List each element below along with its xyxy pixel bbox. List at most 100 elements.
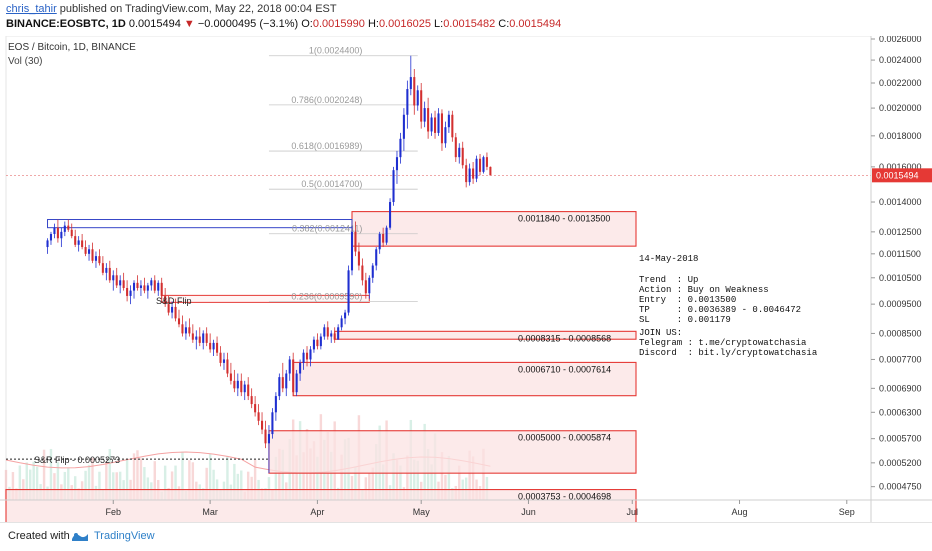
current-price-tag — [872, 168, 932, 183]
created-with-text: Created with — [8, 530, 70, 542]
volume-bar — [413, 459, 416, 500]
volume-bar — [4, 469, 8, 500]
y-tick-label: 0.0009500 — [879, 299, 922, 309]
volume-bar — [108, 449, 112, 500]
zones-layer: 0.0011840 - 0.0013500 0.0008315 - 0.00085… — [5, 211, 637, 522]
note-line: Telegram : t.me/cryptowatchasia — [639, 338, 807, 348]
volume-bar — [278, 448, 281, 500]
volume-bar — [302, 452, 305, 500]
note-line: Action : Buy on Weakness — [639, 285, 769, 295]
x-tick-label: Jun — [521, 507, 536, 517]
volume-bar — [188, 460, 191, 500]
candle-body — [416, 90, 419, 106]
change-value: −0.0000495 (−3.1%) — [197, 18, 299, 30]
volume-label: Vol (30) — [8, 56, 42, 67]
volume-bar — [11, 472, 15, 500]
y-tick-label: 0.0007700 — [879, 354, 922, 364]
y-tick-label: 0.0014000 — [879, 197, 922, 207]
volume-bar — [143, 467, 146, 500]
x-tick-label: Apr — [310, 507, 324, 517]
candle-body — [333, 333, 336, 340]
volume-bar — [416, 460, 419, 500]
volume-bar — [468, 450, 471, 500]
candle-body — [70, 229, 73, 237]
y-tick-label: 0.0006300 — [879, 407, 922, 417]
volume-bar — [430, 464, 433, 500]
volume-bar — [267, 477, 271, 500]
candle-body — [261, 420, 264, 430]
fib-layer: 1(0.0024400) 0.786(0.0020248) 0.618(0.0016… — [268, 46, 418, 303]
volume-bar — [381, 464, 385, 500]
volume-bar — [87, 464, 91, 500]
volume-bar — [482, 448, 485, 500]
tradingview-link[interactable]: TradingView — [94, 530, 155, 542]
high-label: H: — [367, 18, 379, 30]
author-link[interactable]: chris_tahir — [6, 3, 57, 15]
candle-body — [46, 240, 49, 248]
note-line: Entry : 0.0013500 — [639, 295, 736, 305]
candle-body — [485, 157, 488, 167]
candle-body — [434, 117, 437, 133]
candle-body — [288, 359, 291, 374]
candle-body — [153, 280, 156, 291]
volume-bar — [309, 448, 312, 500]
y-tick-label: 0.0018000 — [879, 131, 922, 141]
resistance-box — [47, 219, 353, 229]
volume-bar — [364, 477, 368, 500]
candle-body — [402, 114, 405, 139]
publish-line: chris_tahir published on TradingView.com… — [6, 3, 337, 15]
volume-bar — [136, 450, 139, 500]
candle-body — [74, 236, 77, 245]
volume-bar — [471, 456, 475, 500]
open-value: 0.0015990 — [312, 18, 365, 30]
volume-bar — [49, 448, 53, 500]
fib-level-label: 0.382(0.0012411) — [292, 224, 362, 234]
y-tick-label: 0.0012500 — [879, 227, 922, 237]
y-tick-label: 0.0024000 — [879, 55, 922, 65]
volume-bar — [163, 465, 167, 500]
candle-body — [302, 352, 305, 363]
volume-bar — [406, 455, 409, 500]
sd-flip-box — [161, 294, 370, 303]
candle-body — [198, 336, 201, 343]
candle-body — [437, 113, 440, 133]
volume-bar — [253, 459, 257, 500]
volume-bar — [25, 462, 28, 500]
candle-body — [357, 251, 360, 266]
candle-body — [326, 327, 329, 337]
candle-body — [98, 256, 101, 264]
candle-body — [112, 275, 115, 281]
volume-bar — [112, 472, 115, 500]
candle-body — [420, 90, 423, 122]
candle-body — [458, 147, 461, 158]
time-axis[interactable]: Feb Mar Apr May Jun Jul Aug Sep — [0, 499, 932, 517]
candle-body — [399, 138, 402, 158]
candle-body — [139, 285, 142, 289]
zone-label: 0.0006710 - 0.0007614 — [518, 364, 611, 374]
fib-level-label: 1(0.0024400) — [309, 46, 363, 56]
candle-body — [281, 377, 284, 389]
x-tick-label: Feb — [106, 507, 122, 517]
fib-level-label: 0.5(0.0014700) — [301, 179, 362, 189]
candle-body — [264, 429, 267, 444]
volume-bar — [392, 453, 395, 500]
price-axis[interactable]: 0.0026000 0.0024000 0.0022000 0.0020000 0.00… — [870, 36, 932, 522]
volume-bar — [354, 466, 357, 500]
volume-bar — [316, 456, 319, 500]
sr-flip-label: S&R Flip - 0.0005273 — [34, 455, 120, 465]
note-line: Trend : Up — [639, 275, 698, 285]
candle-body — [257, 412, 260, 421]
candle-body — [222, 359, 226, 363]
candle-body — [157, 282, 160, 291]
candle-body — [447, 114, 450, 128]
tradingview-logo-icon[interactable] — [70, 530, 90, 549]
candle-body — [143, 285, 146, 291]
volume-bar — [226, 456, 229, 500]
support-zone — [268, 430, 637, 474]
fib-level-label: 0.618(0.0016989) — [291, 141, 362, 151]
candle-body — [202, 333, 205, 343]
price-chart[interactable]: 0.0011840 - 0.0013500 0.0008315 - 0.00085… — [0, 36, 932, 522]
candle-body — [278, 377, 281, 397]
ohlc-line: BINANCE:EOSBTC, 1D 0.0015494 ▼ −0.000049… — [6, 18, 561, 30]
candle-body — [160, 282, 163, 296]
